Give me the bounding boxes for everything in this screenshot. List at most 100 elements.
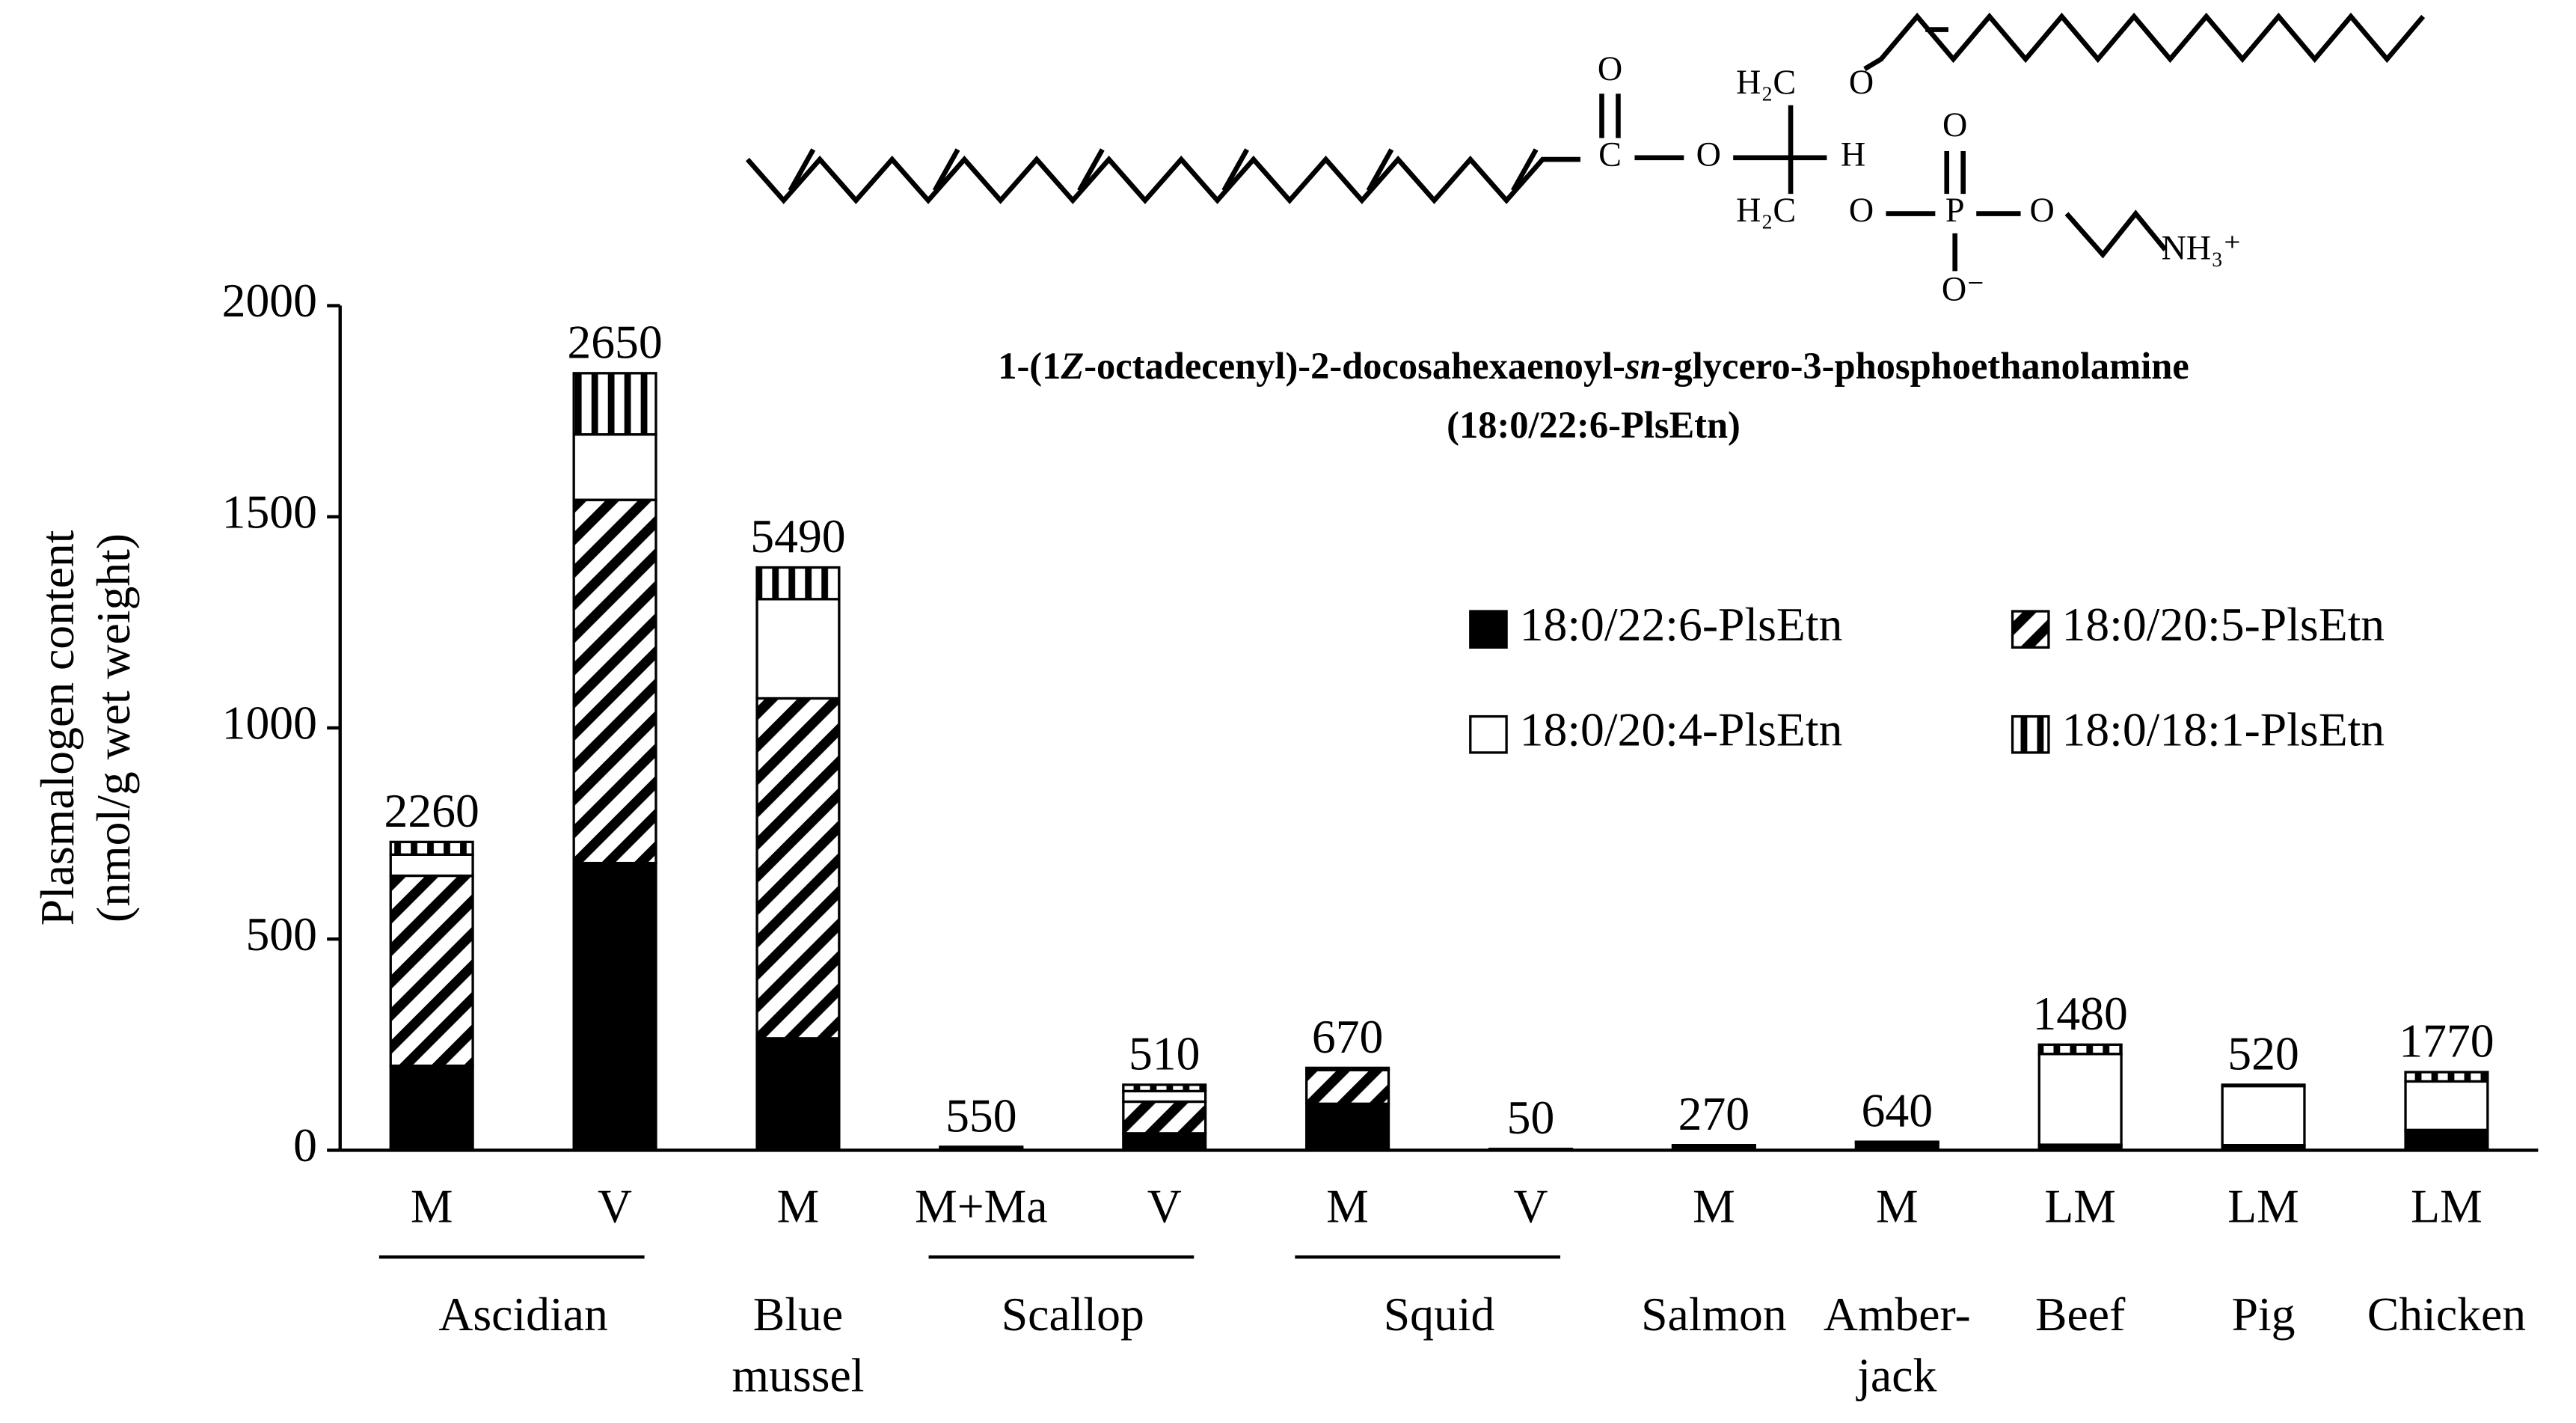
atom: O (1849, 63, 1874, 101)
bar-segment (1671, 1143, 1756, 1148)
x-tick-label: V (598, 1179, 632, 1232)
bar-label: 1480 (2032, 987, 2127, 1040)
bar-segment (572, 433, 657, 501)
legend-swatch (1469, 714, 1508, 754)
legend-swatch (1469, 610, 1508, 649)
bar-label: 510 (1129, 1026, 1200, 1080)
atom-labels: O C O H₂C O H H₂C O P O O O⁻ NH₃⁺ (1598, 49, 2242, 307)
bar-segment (1488, 1148, 1574, 1151)
bar-segment (2221, 1083, 2306, 1088)
bar-segment (389, 840, 474, 856)
atom: O⁻ (1942, 270, 1985, 308)
bar-segment (1122, 1089, 1207, 1104)
group-label: Beef (2035, 1288, 2126, 1341)
x-tick-label: LM (2411, 1179, 2483, 1232)
y-axis-label: Plasmalogen content (31, 530, 84, 925)
bar-label: 1770 (2399, 1014, 2494, 1067)
atom: O (2029, 191, 2054, 229)
x-tick-label: M (1326, 1179, 1369, 1232)
bond (1366, 148, 1394, 192)
bar-segment (389, 853, 474, 878)
atom: C (1598, 135, 1622, 173)
x-tick-label: V (1147, 1179, 1182, 1232)
atom: O (1849, 191, 1874, 229)
bar-segment (2037, 1043, 2123, 1056)
amine-chain (2064, 209, 2168, 259)
group-label: Amber- (1824, 1288, 1971, 1341)
x-tick-label: M (777, 1179, 820, 1232)
bar-label: 5490 (750, 509, 845, 563)
group-label: Salmon (1641, 1288, 1787, 1341)
atom: O (1598, 49, 1622, 88)
legend-label: 18:0/22:6-PlsEtn (1520, 598, 1843, 651)
caption-part: sn (1625, 345, 1661, 387)
y-tick-label: 1500 (222, 485, 317, 538)
bar-segment (755, 1037, 841, 1152)
group-label: Ascidian (438, 1288, 607, 1341)
bar-segment (1305, 1066, 1390, 1071)
bond (788, 148, 816, 192)
bond (1511, 148, 1539, 192)
y-tick-label: 1000 (222, 697, 317, 750)
bar-label: 270 (1678, 1087, 1750, 1140)
bar-segment (1305, 1068, 1390, 1105)
bar-label: 550 (945, 1089, 1017, 1142)
bar-segment (939, 1145, 1024, 1150)
bar-segment (755, 566, 841, 601)
group-label: jack (1856, 1349, 1936, 1402)
atom: NH₃⁺ (2162, 229, 2242, 267)
group-label: mussel (732, 1349, 864, 1402)
bar-label: 2260 (384, 784, 479, 837)
bar-label: 50 (1507, 1091, 1555, 1144)
bar-segment (755, 697, 841, 1040)
bar-segment (755, 598, 841, 700)
bar-segment (572, 498, 657, 865)
bar-segment (2404, 1071, 2489, 1083)
bar-segment (1122, 1132, 1207, 1152)
y-tick-label: 0 (293, 1118, 317, 1172)
group-label: Scallop (1002, 1288, 1144, 1341)
bar-label: 2650 (567, 315, 662, 368)
legend-label: 18:0/20:4-PlsEtn (1520, 703, 1843, 756)
caption-part: -octadecenyl)-2-docosahexaenoyl- (1084, 345, 1625, 387)
molecule-structure (745, 12, 2426, 272)
structure-caption: 1-(1Z-octadecenyl)-2-docosahexaenoyl-sn-… (998, 345, 2189, 387)
structure-caption: (18:0/22:6-PlsEtn) (1447, 404, 1741, 446)
atom: O (1696, 135, 1721, 173)
bond (932, 148, 960, 192)
bar-segment (572, 372, 657, 436)
bar-segment (572, 861, 657, 1152)
legend-swatch (2011, 714, 2050, 754)
x-tick-label: LM (2044, 1179, 2116, 1232)
atom: H (1841, 135, 1865, 173)
x-tick-label: M (1693, 1179, 1735, 1232)
x-tick-label: M (411, 1179, 453, 1232)
bar-segment (389, 1064, 474, 1152)
bar-label: 670 (1312, 1010, 1384, 1063)
x-tick-label: M (1876, 1179, 1919, 1232)
group-label: Squid (1384, 1288, 1495, 1341)
bond (1077, 148, 1105, 192)
bar-segment (1122, 1100, 1207, 1135)
caption-part: Z (1060, 345, 1084, 387)
alkenyl-chain (1863, 12, 2426, 72)
x-tick-label: LM (2227, 1179, 2299, 1232)
x-tick-label: V (1514, 1179, 1548, 1232)
bar-segment (2404, 1080, 2489, 1131)
bar-segment (1122, 1083, 1207, 1093)
bar-segment (2404, 1130, 2489, 1152)
x-tick-label: M+Ma (915, 1179, 1047, 1232)
caption-part: 1-(1 (998, 345, 1061, 387)
legend-label: 18:0/20:5-PlsEtn (2061, 598, 2385, 651)
group-label: Blue (753, 1288, 843, 1341)
bar-label: 640 (1862, 1084, 1933, 1137)
atom: H₂C (1736, 191, 1796, 229)
bar-label: 520 (2227, 1026, 2299, 1080)
bar-segment (2221, 1084, 2306, 1147)
bar-segment (389, 874, 474, 1068)
bar-segment (2037, 1053, 2123, 1146)
group-label: Chicken (2367, 1288, 2526, 1341)
atom: P (1945, 191, 1965, 229)
